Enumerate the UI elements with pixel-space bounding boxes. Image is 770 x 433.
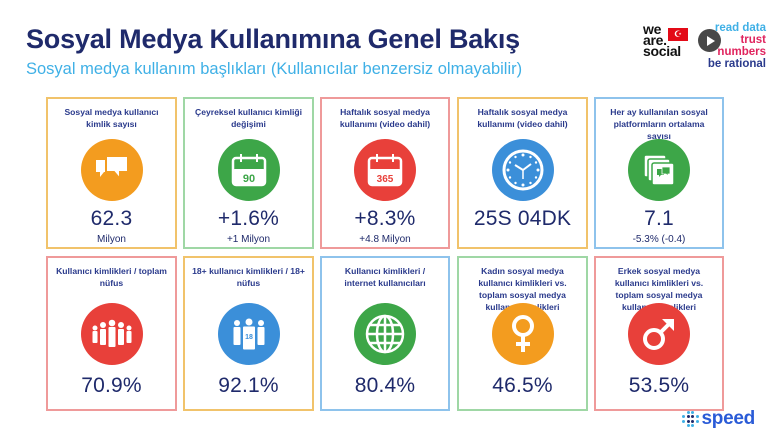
card-label: Sosyal medya kullanıcı kimlik sayısı	[64, 107, 159, 129]
card-label: Kullanıcı kimlikleri / toplam nüfus	[56, 266, 167, 288]
card-quarterly-change: Çeyreksel kullanıcı kimliği değişimi 90 …	[183, 97, 314, 249]
svg-text:365: 365	[377, 174, 394, 185]
tagline-line-3: be rational	[707, 58, 766, 70]
card-value: 7.1	[644, 207, 674, 230]
card-value: 53.5%	[628, 374, 690, 397]
adults-18-icon: 18	[217, 303, 280, 365]
card-user-identities: Sosyal medya kullanıcı kimlik sayısı 62.…	[46, 97, 177, 249]
female-symbol-icon	[491, 303, 554, 365]
tagline: read data trust numbers be rational	[692, 22, 766, 70]
chat-bubbles-icon	[80, 139, 143, 201]
card-value: 80.4%	[354, 374, 416, 397]
calendar-90-icon: 90	[217, 139, 280, 201]
logo-word-we: we	[643, 21, 662, 37]
card-identities-vs-population: Kullanıcı kimlikleri / toplam nüfus 70.9…	[46, 256, 177, 411]
card-label: Haftalık sosyal medya kullanımı (video d…	[339, 107, 431, 129]
tagline-line-1: read data	[714, 22, 766, 34]
card-label: Her ay kullanılan sosyal platformların o…	[610, 107, 708, 141]
crescent-icon: ☪	[673, 29, 683, 39]
card-weekly-usage-time: Haftalık sosyal medya kullanımı (video d…	[457, 97, 588, 249]
speed-dots-icon	[682, 410, 699, 428]
we-are-social-logo: we are. social	[643, 21, 681, 59]
card-avg-platforms: Her ay kullanılan sosyal platformların o…	[594, 97, 724, 249]
card-weekly-usage-change: Haftalık sosyal medya kullanımı (video d…	[320, 97, 450, 249]
tagline-line-2: trust numbers	[717, 34, 766, 58]
card-female-share: Kadın sosyal medya kullanıcı kimlikleri …	[457, 256, 588, 411]
card-adult-identities: 18+ kullanıcı kimlikleri / 18+ nüfus 18 …	[183, 256, 314, 411]
male-symbol-icon	[628, 303, 690, 365]
card-subvalue: Milyon	[97, 234, 126, 245]
card-value: 70.9%	[81, 374, 142, 397]
globe-icon	[354, 303, 416, 365]
card-value: 46.5%	[492, 374, 553, 397]
card-label: 18+ kullanıcı kimlikleri / 18+ nüfus	[192, 266, 305, 288]
card-male-share: Erkek sosyal medya kullanıcı kimlikleri …	[594, 256, 724, 411]
people-group-icon	[80, 303, 143, 365]
card-value: +8.3%	[354, 207, 416, 230]
svg-text:90: 90	[242, 173, 254, 185]
card-value: 92.1%	[218, 374, 279, 397]
card-value: 62.3	[90, 207, 133, 230]
calendar-365-icon: 365	[354, 139, 416, 201]
speed-logo-text: speed	[701, 408, 756, 429]
play-video-button[interactable]	[698, 29, 721, 52]
card-subvalue: +4.8 Milyon	[359, 234, 411, 245]
card-label: Haftalık sosyal medya kullanımı (video d…	[477, 107, 568, 129]
page-subtitle: Sosyal medya kullanım başlıkları (Kullan…	[26, 60, 523, 78]
page-title: Sosyal Medya Kullanımına Genel Bakış	[26, 24, 520, 54]
turkey-flag-icon: ☪	[668, 28, 688, 41]
logo-word-social: social	[643, 43, 681, 59]
logo-word-are: are.	[643, 32, 667, 48]
stacked-platforms-icon	[628, 139, 690, 201]
svg-text:18: 18	[245, 334, 253, 341]
speed-logo: speed	[682, 408, 755, 430]
card-subvalue: -5.3% (-0.4)	[632, 234, 686, 245]
card-subvalue: +1 Milyon	[226, 234, 271, 245]
card-identities-vs-internet: Kullanıcı kimlikleri / internet kullanıc…	[320, 256, 450, 411]
card-label: Kullanıcı kimlikleri / internet kullanıc…	[344, 266, 426, 288]
card-label: Çeyreksel kullanıcı kimliği değişimi	[195, 107, 302, 129]
card-value: +1.6%	[217, 207, 280, 230]
card-value: 25S 04DK	[473, 207, 572, 230]
clock-icon	[491, 139, 554, 201]
